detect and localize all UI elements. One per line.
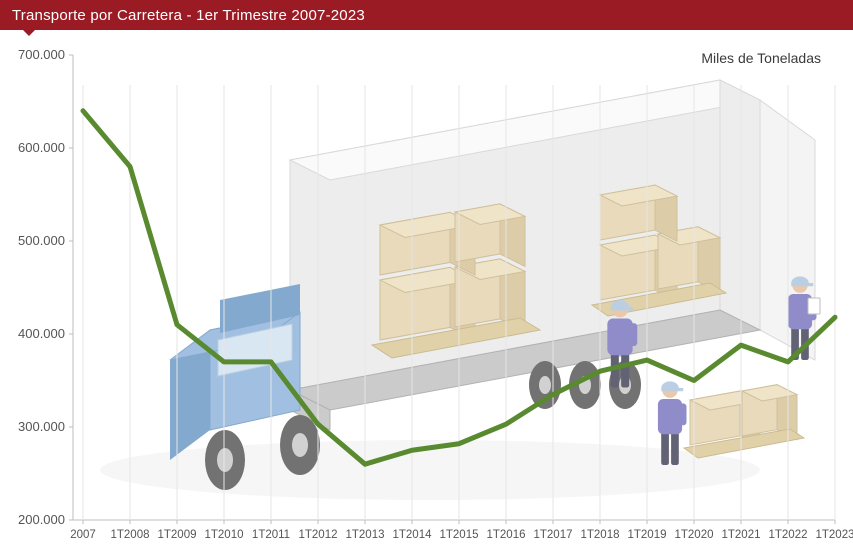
x-tick-label: 1T2015	[439, 529, 478, 541]
x-tick-label: 1T2017	[533, 529, 572, 541]
x-tick-label: 1T2013	[345, 529, 384, 541]
x-tick-label: 1T2018	[580, 529, 619, 541]
x-tick-label: 1T2014	[392, 529, 432, 541]
y-tick-label: 600.000	[18, 140, 65, 155]
x-tick-label: 1T2016	[486, 529, 525, 541]
x-tick-label: 1T2021	[721, 529, 760, 541]
y-tick-label: 200.000	[18, 512, 65, 527]
x-tick-label: 1T2009	[157, 529, 196, 541]
header-title: Transporte por Carretera - 1er Trimestre…	[12, 7, 365, 24]
x-tick-label: 1T2011	[252, 529, 290, 541]
x-tick-label: 1T2023	[815, 529, 853, 541]
y-tick-label: 500.000	[18, 233, 65, 248]
x-tick-label: 1T2019	[627, 529, 666, 541]
y-tick-label: 700.000	[18, 47, 65, 62]
truck-illustration	[100, 80, 820, 500]
x-tick-label: 1T2008	[110, 529, 149, 541]
y-tick-label: 400.000	[18, 326, 65, 341]
x-tick-label: 1T2012	[298, 529, 337, 541]
y-tick-label: 300.000	[18, 419, 65, 434]
x-tick-label: 2007	[70, 529, 96, 541]
line-chart: 200.000 300.000 400.000 500.000 600.000 700.0…	[0, 30, 853, 559]
chart-area: Miles de Toneladas 200.000300.000400.000…	[0, 30, 853, 559]
x-tick-label: 1T2022	[768, 529, 807, 541]
header-bar: Transporte por Carretera - 1er Trimestre…	[0, 0, 853, 30]
x-tick-label: 1T2020	[674, 529, 713, 541]
x-tick-label: 1T2010	[204, 529, 243, 541]
